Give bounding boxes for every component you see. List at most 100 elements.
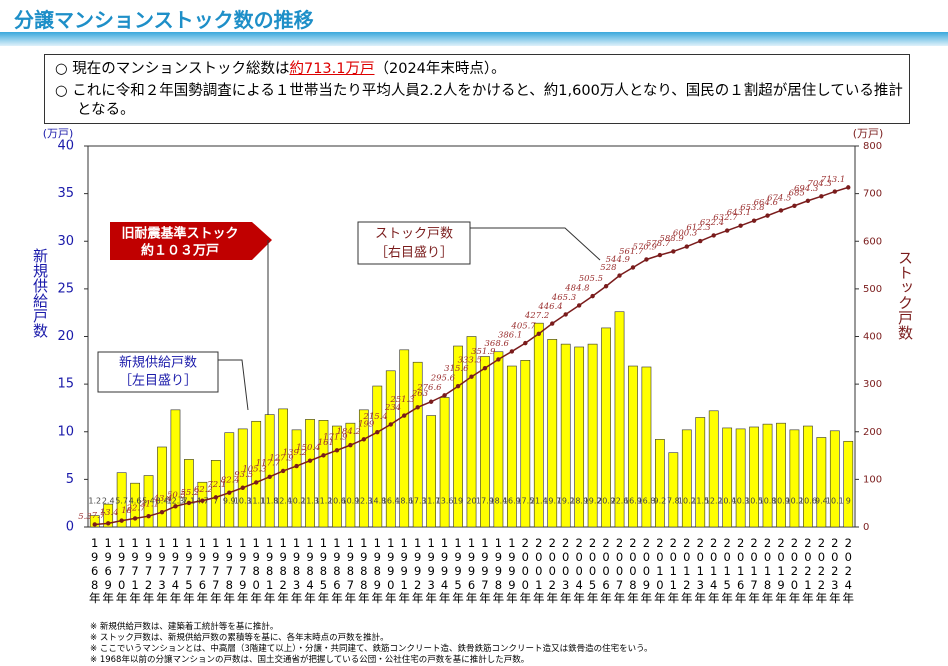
y2-tick-label: 700 <box>863 189 882 200</box>
stock-label: 685 <box>789 188 805 198</box>
stock-label: 7.7 <box>92 511 106 521</box>
bullet: ○ 現在のマンションストック総数は約713.1万戸（2024年末時点）。 <box>51 60 903 79</box>
x-tick-label: 2010年 <box>653 536 667 604</box>
x-tick-label: 1990年 <box>384 536 398 604</box>
stock-label: 386.1 <box>498 331 522 341</box>
stock-point <box>105 521 111 526</box>
bar <box>170 409 181 528</box>
bar-label: 12.2 <box>705 497 723 506</box>
x-tick-label: 1983年 <box>290 536 304 604</box>
bar <box>372 385 383 528</box>
stock-point <box>280 468 286 474</box>
stock-point <box>186 500 192 506</box>
stock-label: 664.6 <box>754 198 779 208</box>
stock-label: 528 <box>600 263 617 273</box>
stock-point <box>146 513 151 519</box>
x-tick-label: 1993年 <box>424 536 438 604</box>
stock-label: 368.6 <box>485 339 510 349</box>
bar <box>803 425 813 528</box>
text: （2024年末時点）。 <box>374 61 506 77</box>
stock-label: 446.4 <box>537 302 562 312</box>
bar <box>399 349 410 528</box>
bar <box>332 425 342 528</box>
x-tick-label: 1998年 <box>491 536 505 604</box>
summary-box: ○ 現在のマンションストック総数は約713.1万戸（2024年末時点）。 ○ こ… <box>44 54 910 124</box>
stock-point <box>119 518 124 523</box>
stock-point <box>711 233 716 238</box>
bar <box>291 429 302 528</box>
x-tick-label: 2011年 <box>666 536 680 604</box>
x-tick-label: 2024年 <box>841 536 855 604</box>
x-tick-label: 2023年 <box>828 536 842 604</box>
stock-point <box>92 522 97 527</box>
bar <box>358 409 369 528</box>
stock-label: 5.3 <box>78 512 92 522</box>
y2-tick-label: 400 <box>863 332 882 343</box>
callout-box <box>97 351 219 393</box>
bar-label: 11.2 <box>315 497 333 506</box>
stock-label: 93.5 <box>234 470 253 480</box>
x-tick-label: 1999年 <box>505 536 519 604</box>
bar-label: 11.8 <box>261 497 279 506</box>
bar-label: 10.3 <box>234 497 252 506</box>
stock-point <box>778 208 784 213</box>
x-tick-label: 2000年 <box>518 536 532 604</box>
x-tick-label: 2015年 <box>720 536 734 604</box>
bar <box>762 423 773 528</box>
bar-label: 10.6 <box>328 497 346 506</box>
bar-label: 19.7 <box>543 497 561 506</box>
stock-point <box>751 218 757 223</box>
bar <box>749 426 759 528</box>
x-tick-label: 1976年 <box>195 536 209 604</box>
y2-tick-label: 800 <box>863 141 882 152</box>
stock-point <box>455 384 461 389</box>
stock-label: 62.2 <box>194 485 213 495</box>
stock-label: 612.3 <box>686 223 710 233</box>
stock-label: 22.7 <box>126 504 147 514</box>
stock-point <box>805 198 811 203</box>
stock-point <box>590 293 595 299</box>
stock-label: 561.7 <box>619 247 644 257</box>
stock-label: 674.5 <box>767 193 791 203</box>
bar-label: 5.7 <box>115 497 128 506</box>
x-tick-label: 2008年 <box>626 536 640 604</box>
bar-label: 12.4 <box>274 497 292 506</box>
x-tick-label: 2005年 <box>586 536 600 604</box>
stock-label: 578.7 <box>646 239 671 249</box>
stock-point <box>496 357 501 362</box>
x-tick-label: 2007年 <box>613 536 627 604</box>
stock-point <box>576 303 582 308</box>
x-tick-label: 2020年 <box>787 536 801 604</box>
bar <box>184 459 194 528</box>
bar-label: 4.6 <box>129 497 142 506</box>
x-tick-label: 2003年 <box>559 536 573 604</box>
callout-box <box>357 221 471 265</box>
stock-point <box>509 349 515 354</box>
bar-label: 10.2 <box>288 497 306 506</box>
y-unit: (万戸) <box>43 127 74 140</box>
y2-tick-label: 200 <box>863 427 882 438</box>
bar-label: 16.9 <box>624 497 642 506</box>
stock-label: 251.3 <box>389 395 414 405</box>
stock-label: 427.2 <box>524 311 549 321</box>
x-tick-label: 2022年 <box>814 536 828 604</box>
bar <box>89 515 100 528</box>
bar-label: 9.9 <box>223 497 236 506</box>
y2-axis-label: ストック戸数 <box>896 250 914 340</box>
bar-label: 2.4 <box>102 497 115 506</box>
bar <box>210 460 221 528</box>
y2-tick-label: 600 <box>863 236 882 247</box>
y-tick-label: 5 <box>66 472 74 487</box>
stock-point <box>428 399 434 404</box>
bar <box>776 422 786 528</box>
bar-label: 10.5 <box>745 497 763 506</box>
bar-label: 11.1 <box>247 497 265 506</box>
bar-label: 1.2 <box>88 497 101 506</box>
x-tick-label: 2009年 <box>639 536 653 604</box>
callout-red <box>110 222 272 260</box>
bar-label: 19.2 <box>584 497 602 506</box>
x-tick-label: 1989年 <box>370 536 384 604</box>
bar <box>143 475 154 528</box>
bar <box>130 482 140 528</box>
